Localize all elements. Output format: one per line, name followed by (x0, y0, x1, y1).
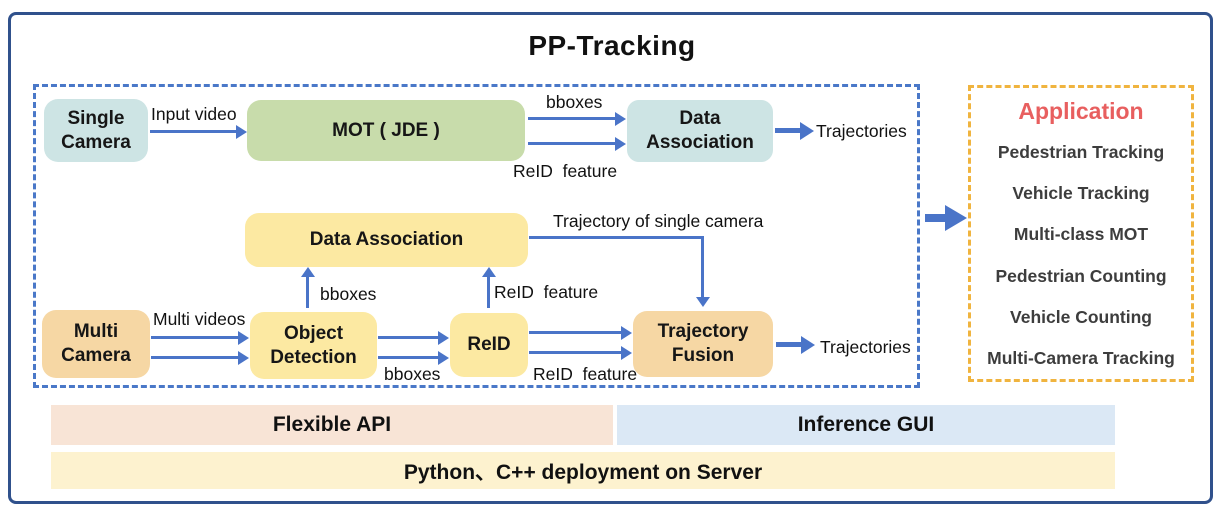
application-item: Multi-class MOT (1013, 224, 1149, 245)
label-reid-feature-top: ReID feature (513, 161, 618, 181)
arrow-to-application (925, 214, 945, 222)
arrow-trajectory-down (701, 236, 704, 298)
arrow-detection-reid-2 (378, 356, 439, 359)
label-bboxes-bottom: bboxes (384, 364, 441, 384)
arrow-single-output (775, 128, 801, 133)
label-trajectories-single: Trajectories (816, 121, 907, 141)
bar-inference-gui: Inference GUI (617, 405, 1115, 445)
outer-frame (8, 12, 1213, 504)
arrow-multi-output (776, 342, 802, 347)
application-item: Pedestrian Counting (995, 265, 1167, 286)
label-reid-feature-bottom: ReID feature (533, 364, 638, 384)
node-multi-camera: Multi Camera (42, 310, 150, 378)
application-item: Vehicle Counting (1010, 306, 1152, 327)
arrow-mot-reid-feature (528, 142, 616, 145)
arrow-reid-fusion-2 (529, 351, 622, 354)
arrow-multi-videos-1 (151, 336, 239, 339)
label-trajectory-single-camera: Trajectory of single camera (553, 211, 764, 231)
node-reid: ReID (450, 313, 528, 377)
node-single-camera: Single Camera (44, 99, 148, 162)
application-title: Application (1018, 98, 1144, 124)
node-data-association-multi: Data Association (245, 213, 528, 267)
node-object-detection: Object Detection (250, 312, 377, 379)
arrow-reid-fusion-1 (529, 331, 622, 334)
pipeline-panel (33, 84, 920, 388)
connector-trajectory-horizontal (529, 236, 704, 239)
label-trajectories-multi: Trajectories (820, 337, 911, 357)
application-item: Vehicle Tracking (1012, 183, 1150, 204)
node-data-association-single: Data Association (627, 100, 773, 162)
bar-flexible-api: Flexible API (51, 405, 613, 445)
arrow-reid-feature-up (487, 276, 490, 308)
application-item: Multi-Camera Tracking (987, 347, 1175, 368)
bar-deployment: Python、C++ deployment on Server (51, 452, 1115, 489)
arrow-multi-videos-2 (151, 356, 239, 359)
node-mot-jde: MOT ( JDE ) (247, 100, 525, 161)
arrow-detection-reid-1 (378, 336, 439, 339)
application-panel: Application Pedestrian Tracking Vehicle … (968, 85, 1194, 382)
node-trajectory-fusion: Trajectory Fusion (633, 311, 773, 377)
label-multi-videos: Multi videos (153, 309, 246, 329)
page-title: PP-Tracking (528, 30, 696, 61)
arrow-input-video (150, 130, 237, 133)
label-bboxes-top: bboxes (546, 92, 603, 112)
label-input-video: Input video (151, 104, 237, 124)
label-reid-feature-up: ReID feature (494, 282, 599, 302)
arrow-bboxes-up (306, 276, 309, 308)
application-item: Pedestrian Tracking (997, 142, 1165, 163)
label-bboxes-up: bboxes (320, 284, 377, 304)
arrow-mot-bboxes (528, 117, 616, 120)
